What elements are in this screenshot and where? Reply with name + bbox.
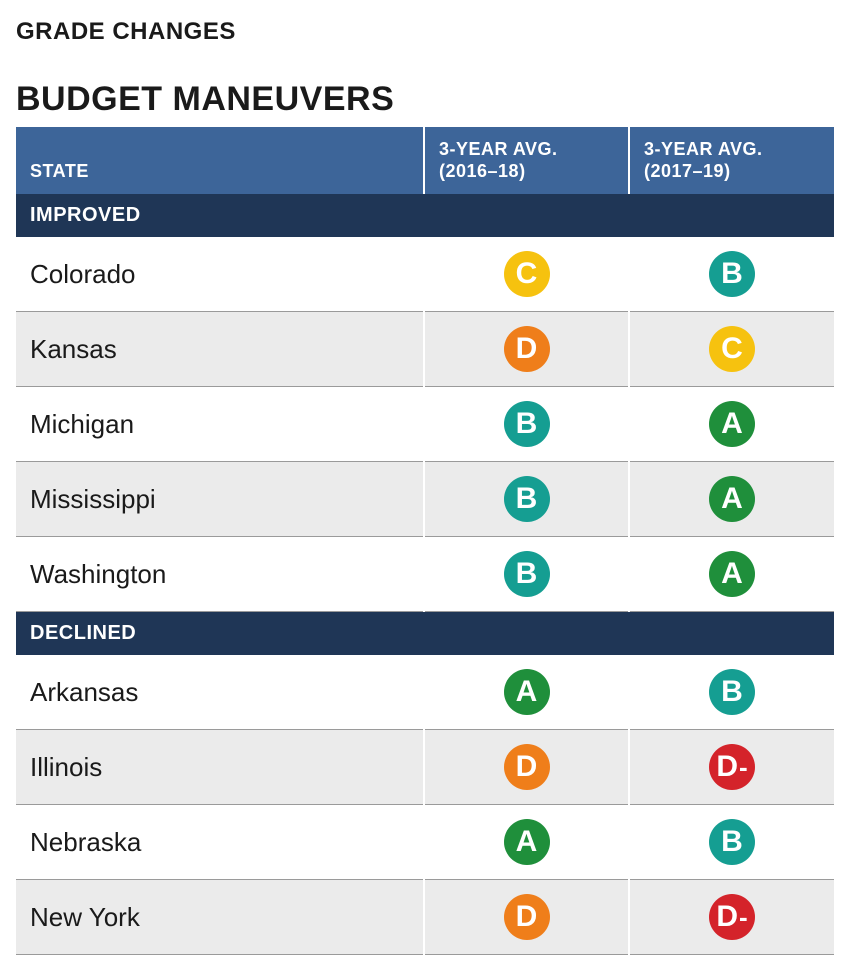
state-cell: Arkansas	[16, 655, 424, 730]
table-header-row: STATE 3-YEAR AVG. (2016–18) 3-YEAR AVG. …	[16, 127, 834, 194]
state-cell: Colorado	[16, 237, 424, 312]
grade-badge: A	[709, 551, 755, 597]
grade-badge: D	[504, 894, 550, 940]
section-row: IMPROVED	[16, 194, 834, 237]
grade-cell-period2: D-	[629, 730, 834, 805]
state-cell: New York	[16, 880, 424, 955]
grade-badge: B	[709, 819, 755, 865]
grade-cell-period1: D	[424, 880, 629, 955]
grade-badge: C	[709, 326, 755, 372]
grade-badge: D	[504, 326, 550, 372]
state-cell: Illinois	[16, 730, 424, 805]
grade-cell-period1: A	[424, 655, 629, 730]
table-row: Washington B A	[16, 537, 834, 612]
table-row: Colorado C B	[16, 237, 834, 312]
table-row: Kansas D C	[16, 312, 834, 387]
grade-badge: A	[504, 669, 550, 715]
page-title: BUDGET MANEUVERS	[16, 80, 834, 119]
grade-cell-period2: B	[629, 655, 834, 730]
section-row: DECLINED	[16, 612, 834, 656]
state-cell: Nebraska	[16, 805, 424, 880]
supertitle: GRADE CHANGES	[16, 18, 834, 46]
grade-badge: B	[709, 669, 755, 715]
table-row: Mississippi B A	[16, 462, 834, 537]
grade-badge: D-	[709, 744, 755, 790]
grade-cell-period2: B	[629, 805, 834, 880]
grade-badge: D	[504, 744, 550, 790]
col-header-period1: 3-YEAR AVG. (2016–18)	[424, 127, 629, 194]
table-row: Michigan B A	[16, 387, 834, 462]
grade-cell-period2: A	[629, 387, 834, 462]
grade-badge: D-	[709, 894, 755, 940]
grade-badge: B	[709, 251, 755, 297]
section-label: IMPROVED	[16, 194, 834, 237]
grade-cell-period1: D	[424, 730, 629, 805]
state-cell: Kansas	[16, 312, 424, 387]
section-label: DECLINED	[16, 612, 834, 656]
grades-table: STATE 3-YEAR AVG. (2016–18) 3-YEAR AVG. …	[16, 127, 834, 955]
state-cell: Washington	[16, 537, 424, 612]
grade-badge: A	[709, 476, 755, 522]
grade-cell-period2: B	[629, 237, 834, 312]
col-header-period2: 3-YEAR AVG. (2017–19)	[629, 127, 834, 194]
grade-cell-period1: B	[424, 387, 629, 462]
table-row: Nebraska A B	[16, 805, 834, 880]
state-cell: Michigan	[16, 387, 424, 462]
table-row: Arkansas A B	[16, 655, 834, 730]
grade-badge: C	[504, 251, 550, 297]
grade-cell-period1: B	[424, 537, 629, 612]
grade-cell-period2: A	[629, 537, 834, 612]
grade-cell-period2: C	[629, 312, 834, 387]
col-header-state: STATE	[16, 127, 424, 194]
grade-cell-period1: D	[424, 312, 629, 387]
table-row: Illinois D D-	[16, 730, 834, 805]
grade-cell-period2: D-	[629, 880, 834, 955]
table-row: New York D D-	[16, 880, 834, 955]
grade-badge: B	[504, 551, 550, 597]
grade-badge: A	[709, 401, 755, 447]
grade-cell-period2: A	[629, 462, 834, 537]
state-cell: Mississippi	[16, 462, 424, 537]
grade-badge: B	[504, 476, 550, 522]
grade-cell-period1: A	[424, 805, 629, 880]
grade-cell-period1: C	[424, 237, 629, 312]
grade-badge: A	[504, 819, 550, 865]
grade-cell-period1: B	[424, 462, 629, 537]
grade-badge: B	[504, 401, 550, 447]
